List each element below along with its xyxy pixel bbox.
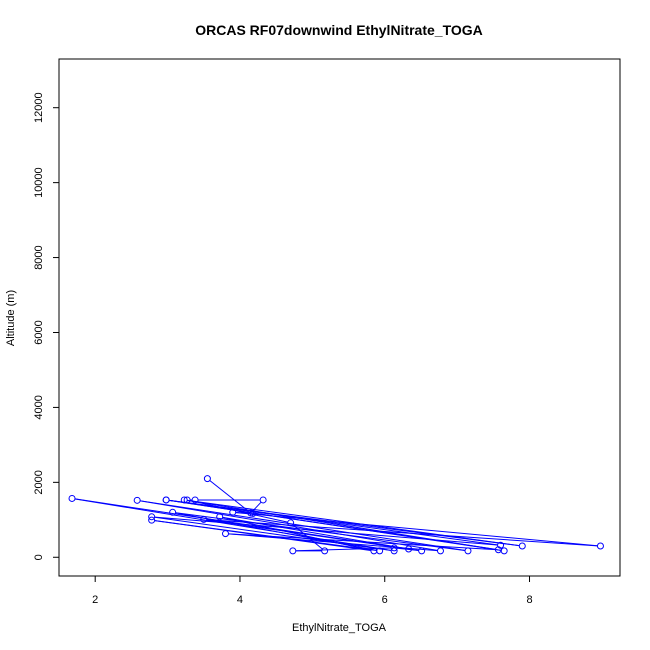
data-point (229, 508, 237, 516)
data-point (494, 546, 502, 554)
x-tick-label: 2 (92, 594, 98, 606)
y-tick-label: 6000 (33, 320, 45, 344)
plot-frame (58, 58, 621, 577)
data-point (390, 544, 398, 552)
y-tick-label: 2000 (33, 470, 45, 494)
data-point (203, 475, 211, 483)
data-point (405, 545, 413, 553)
series-line-segment (169, 499, 496, 550)
series-line-segment (154, 516, 392, 551)
data-point (390, 547, 398, 555)
data-point (370, 547, 378, 555)
data-point (500, 547, 508, 555)
data-point (436, 547, 444, 555)
series-line-segment (209, 480, 249, 512)
data-point (221, 530, 229, 538)
data-point (518, 542, 526, 550)
series-line-segment (206, 519, 598, 547)
data-point (162, 496, 170, 504)
x-axis-label: EthylNitrate_TOGA (292, 622, 387, 634)
chart-title: ORCAS RF07downwind EthylNitrate_TOGA (195, 22, 483, 38)
data-point (148, 513, 156, 521)
y-axis-label: Altitude (m) (5, 290, 17, 346)
data-point (180, 496, 188, 504)
data-point (169, 508, 177, 516)
x-tick-label: 4 (237, 594, 243, 606)
series-line-segment (175, 512, 465, 551)
data-point (183, 496, 191, 504)
y-axis: 0 2000 4000 6000 8000 10000 12000 (33, 92, 59, 560)
y-tick-label: 10000 (33, 167, 45, 198)
data-point (259, 496, 267, 504)
data-point (321, 547, 329, 555)
series-layer (68, 475, 604, 555)
data-point (200, 515, 208, 523)
series-line-segment (154, 520, 371, 551)
data-point (68, 494, 76, 502)
series-line-segment (222, 517, 371, 551)
y-tick-label: 8000 (33, 245, 45, 269)
series-line-segment (235, 512, 598, 547)
y-tick-label: 0 (33, 554, 45, 560)
data-point (289, 547, 297, 555)
x-axis: 2 4 6 8 (92, 576, 533, 606)
data-point (464, 547, 472, 555)
data-point (418, 547, 426, 555)
data-point (216, 513, 224, 521)
x-tick-label: 8 (526, 594, 532, 606)
series-line-segment (75, 498, 392, 551)
data-point (148, 516, 156, 524)
data-point (133, 496, 141, 504)
x-tick-label: 6 (382, 594, 388, 606)
y-tick-label: 12000 (33, 92, 45, 123)
data-point (596, 542, 604, 550)
data-point (191, 496, 199, 504)
data-point (249, 509, 257, 517)
series-line-segment (206, 519, 406, 550)
y-tick-label: 4000 (33, 395, 45, 419)
data-point (287, 519, 295, 527)
